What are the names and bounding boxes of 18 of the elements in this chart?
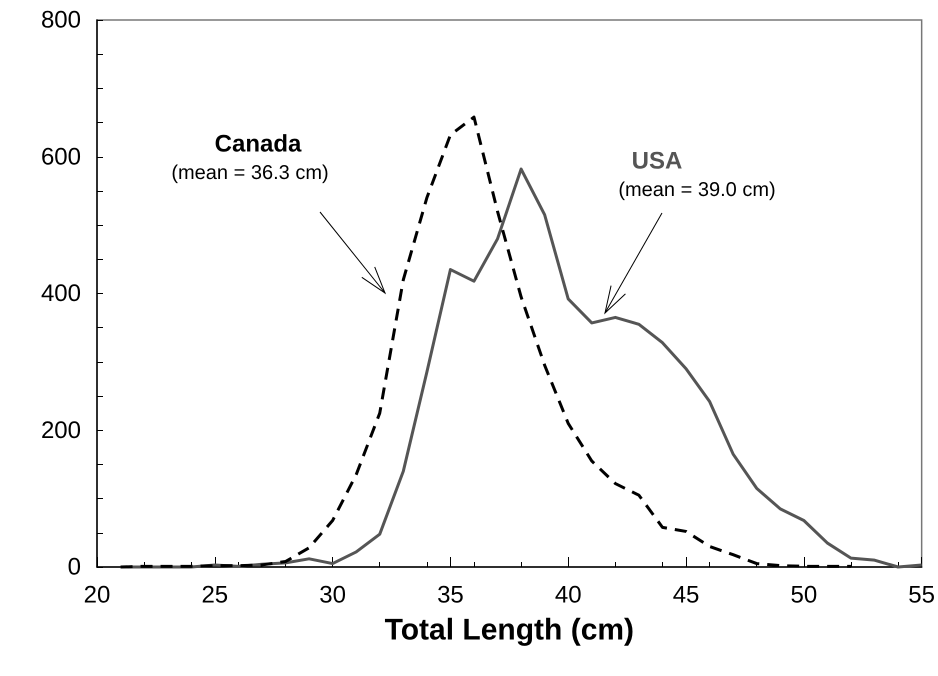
x-axis-title: Total Length (cm) (384, 614, 634, 646)
x-tick-label: 20 (84, 582, 110, 608)
y-tick-label: 800 (40, 6, 81, 34)
x-tick-label: 50 (790, 582, 818, 608)
x-tick-label: 40 (554, 582, 582, 608)
text: USA (632, 148, 682, 174)
x-tick-label: 30 (319, 582, 346, 608)
y-tick-label: 400 (40, 280, 81, 307)
text: Canada (214, 130, 302, 158)
x-tick-label: 35 (437, 582, 464, 608)
annotation: (mean = 36.3 cm) (171, 162, 329, 184)
y-tick-label: 600 (40, 143, 81, 170)
y-tick-label: 200 (40, 416, 81, 444)
x-tick-label: 45 (672, 582, 700, 608)
y-tick-label: 0 (68, 554, 81, 580)
x-tick-label: 25 (201, 582, 228, 608)
annotation: (mean = 39.0 cm) (618, 179, 776, 201)
x-tick-label: 55 (908, 582, 936, 608)
